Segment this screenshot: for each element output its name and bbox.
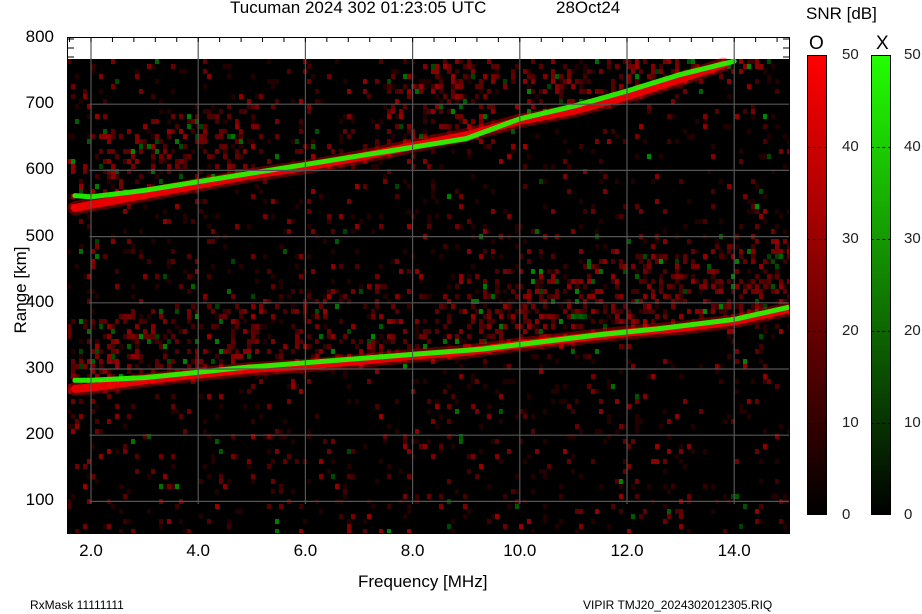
- colorbar-tick-mark: [871, 147, 891, 148]
- x-axis-label: Frequency [MHz]: [358, 572, 488, 591]
- chart-date: 28Oct24: [556, 0, 621, 17]
- x-colorbar-tick-label: 50: [904, 46, 921, 63]
- o-colorbar-tick-label: 40: [842, 138, 859, 155]
- o-colorbar-tick-label: 20: [842, 322, 859, 339]
- y-tick-label: 200: [25, 424, 54, 444]
- colorbar-tick-mark: [807, 331, 827, 332]
- colorbar-tick-mark: [807, 239, 827, 240]
- x-tick-label: 12.0: [610, 541, 644, 560]
- o-colorbar-tick-label: 50: [842, 46, 859, 63]
- x-tick-label: 2.0: [79, 541, 103, 560]
- colorbar-tick-mark: [871, 239, 891, 240]
- y-tick-label: 800: [25, 27, 54, 46]
- x-tick-label: 14.0: [717, 541, 751, 560]
- o-colorbar-tick-label: 30: [842, 230, 859, 247]
- x-mode-label: X: [876, 33, 889, 54]
- colorbar-tick-mark: [871, 423, 891, 424]
- y-tick-label: 100: [25, 490, 54, 510]
- colorbar-title: SNR [dB]: [806, 4, 877, 23]
- colorbar-tick-mark: [807, 147, 827, 148]
- ionogram-heatmap: [67, 37, 790, 534]
- x-colorbar-tick-label: 30: [904, 230, 921, 247]
- o-colorbar-tick-label: 0: [842, 506, 851, 523]
- x-tick-label: 8.0: [400, 541, 425, 560]
- y-axis-label: Range [km]: [11, 246, 30, 334]
- o-colorbar-tick-label: 10: [842, 414, 859, 431]
- chart-title: Tucuman 2024 302 01:23:05 UTC: [230, 0, 487, 17]
- y-tick-label: 600: [25, 159, 54, 179]
- x-tick-label: 6.0: [293, 541, 318, 560]
- y-tick-label: 700: [25, 93, 54, 113]
- o-mode-label: O: [809, 33, 824, 54]
- x-mode-colorbar: [871, 55, 891, 515]
- y-tick-label: 300: [25, 358, 54, 377]
- file-name-label: VIPIR TMJ20_2024302012305.RIQ: [583, 598, 773, 612]
- x-colorbar-tick-label: 10: [904, 414, 921, 431]
- colorbar-tick-mark: [871, 331, 891, 332]
- o-mode-colorbar: [807, 55, 827, 515]
- x-tick-label: 4.0: [186, 541, 210, 560]
- x-colorbar-tick-label: 0: [904, 506, 913, 523]
- y-tick-label: 500: [25, 225, 54, 245]
- x-colorbar-tick-label: 20: [904, 322, 921, 339]
- rx-mask-label: RxMask 11111111: [30, 598, 124, 612]
- y-tick-label: 400: [25, 291, 54, 311]
- x-colorbar-tick-label: 40: [904, 138, 921, 155]
- x-tick-label: 10.0: [503, 541, 537, 560]
- colorbar-tick-mark: [807, 423, 827, 424]
